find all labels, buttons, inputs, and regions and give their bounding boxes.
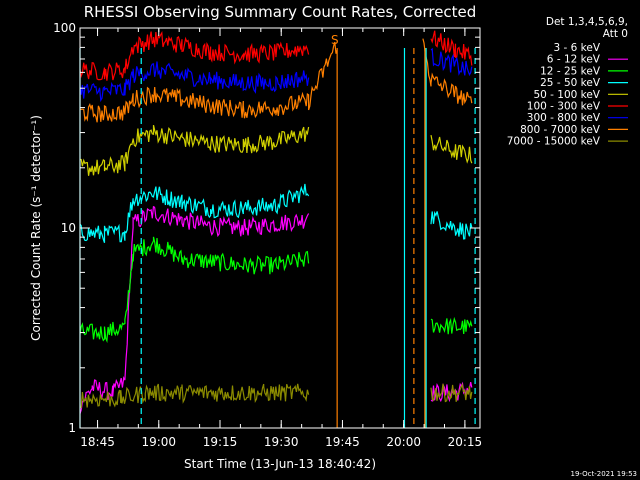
series-line-1 [87, 273, 310, 400]
legend-entry-label: 50 - 100 keV [533, 89, 600, 101]
series-line-4 [80, 183, 473, 243]
x-tick-label: 19:30 [264, 435, 299, 449]
x-axis-ticks: 18:45 19:00 19:15 19:30 19:45 20:00 20:15 [80, 28, 482, 449]
y-tick-label: 1 [68, 421, 76, 435]
legend-entry-label: 7000 - 15000 keV [507, 136, 601, 148]
y-tick-label: 100 [53, 21, 76, 35]
x-tick-label: 19:15 [203, 435, 238, 449]
annotation-s: S [331, 33, 339, 47]
legend-entry-label: 3 - 6 keV [553, 42, 600, 54]
legend-header-line: Att 0 [603, 28, 628, 40]
legend-entry-label: 300 - 800 keV [527, 112, 601, 124]
series-line-8 [80, 38, 473, 123]
legend-header-line: Det 1,3,4,5,6,9, [546, 16, 628, 28]
footer-date: 19-Oct-2021 19:53 [571, 470, 637, 478]
legend-entry-label: 6 - 12 keV [547, 54, 601, 66]
series-line-9 [80, 383, 473, 409]
x-tick-label: 18:45 [80, 435, 115, 449]
x-tick-label: 20:15 [448, 435, 483, 449]
series-layer [80, 30, 473, 414]
y-axis-ticks: 1 10 100 [53, 21, 480, 435]
x-tick-label: 19:45 [325, 435, 360, 449]
y-axis-label: Corrected Count Rate (s⁻¹ detector⁻¹) [29, 115, 43, 341]
series-line-5 [80, 124, 473, 176]
x-tick-label: 19:00 [141, 435, 176, 449]
legend-entry-label: 800 - 7000 keV [520, 124, 601, 136]
chart-title: RHESSI Observing Summary Count Rates, Co… [84, 3, 477, 21]
series-line-7 [80, 47, 473, 103]
x-axis-label: Start Time (13-Jun-13 18:40:42) [184, 457, 376, 471]
legend-entry-label: 12 - 25 keV [540, 65, 601, 77]
y-tick-label: 10 [61, 221, 76, 235]
series-line-3 [80, 236, 473, 344]
series-line-6 [80, 30, 473, 81]
legend-entry-label: 25 - 50 keV [540, 77, 601, 89]
x-tick-label: 20:00 [386, 435, 421, 449]
legend-entry-label: 100 - 300 keV [527, 101, 601, 113]
